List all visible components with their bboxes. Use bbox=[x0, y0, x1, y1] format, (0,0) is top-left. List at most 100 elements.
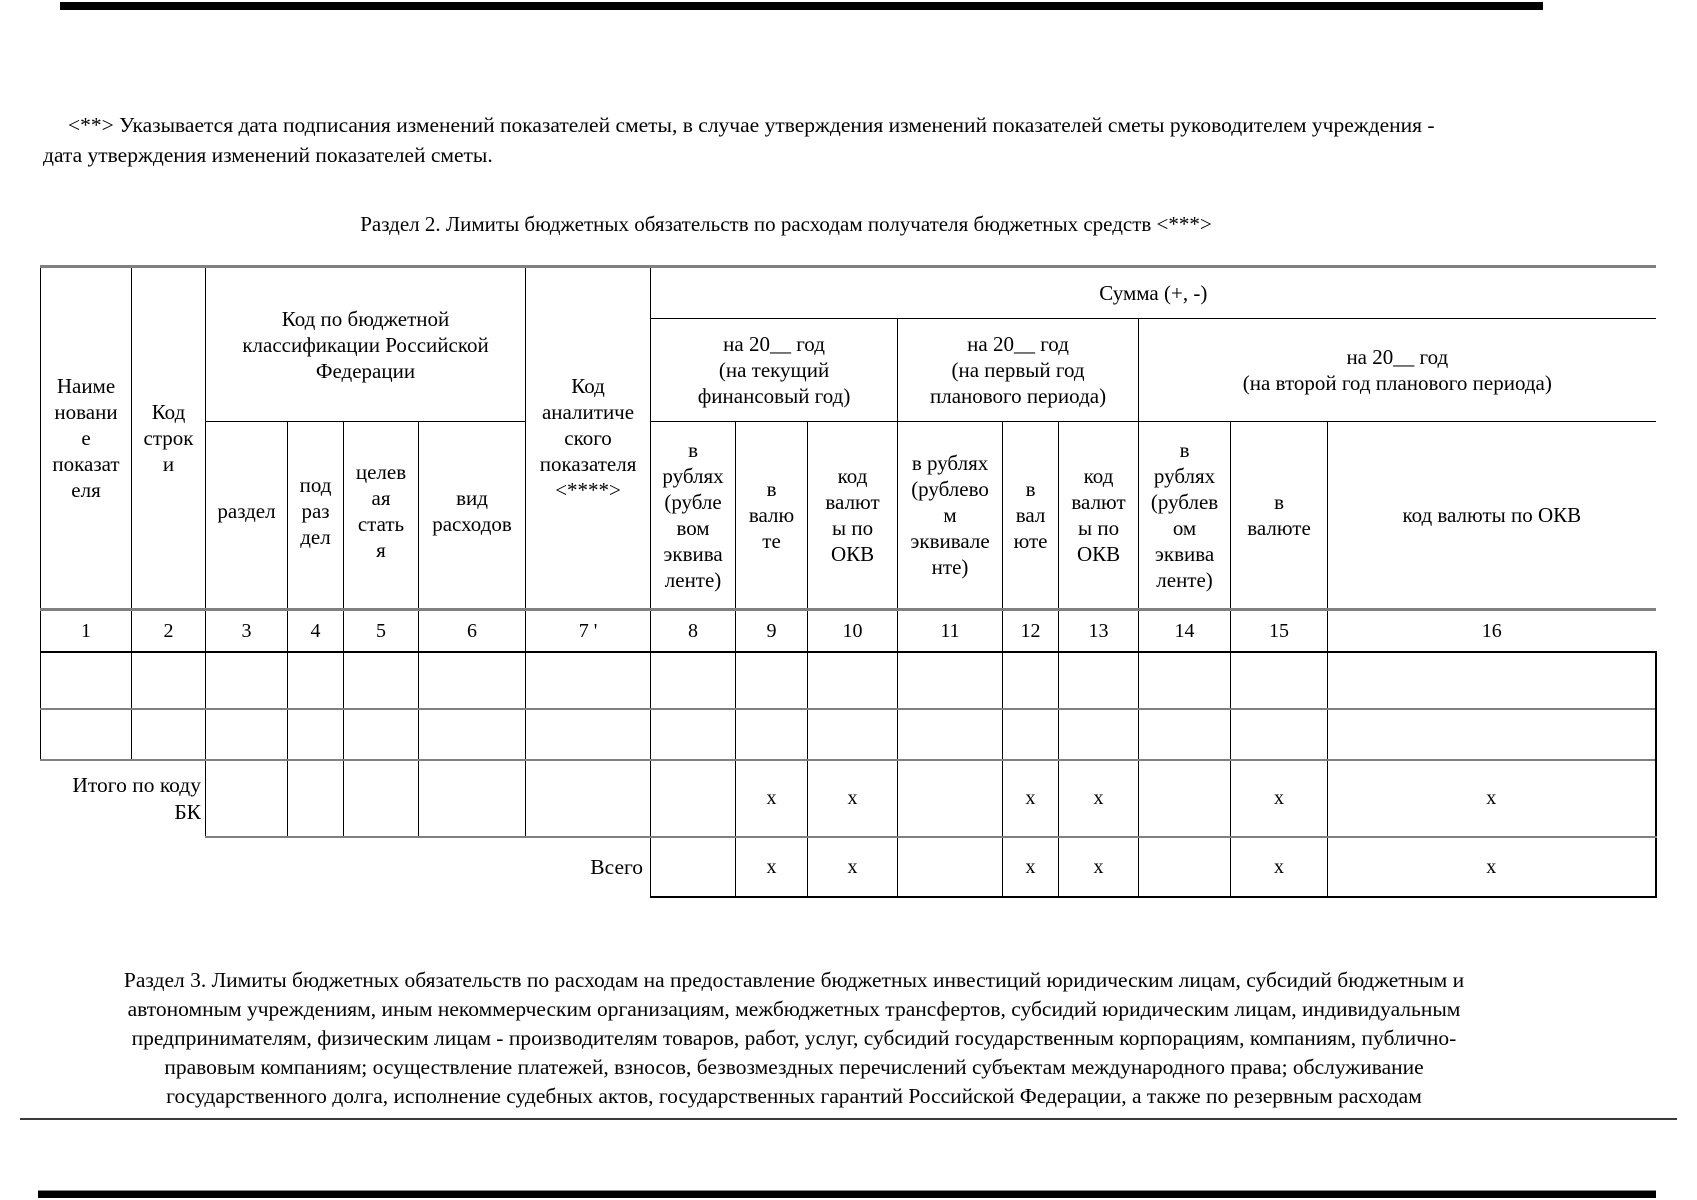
empty-cell bbox=[1138, 650, 1232, 709]
vsego-x-cell: x bbox=[807, 836, 899, 898]
header-rub-equiv-3: в рублях (рублев ом эквива ленте) bbox=[1138, 421, 1232, 610]
itogo-x-cell: x bbox=[735, 758, 809, 838]
empty-cell bbox=[1327, 707, 1657, 760]
itogo-value-cell bbox=[650, 758, 737, 838]
column-number: 4 bbox=[287, 608, 344, 652]
itogo-empty-cell bbox=[205, 758, 288, 838]
vsego-value-cell bbox=[650, 836, 737, 898]
limits-table: Наиме новани е показат еля Код строк и К… bbox=[40, 265, 1657, 898]
header-okv-1: код валют ы по ОКВ bbox=[807, 421, 899, 610]
empty-cell bbox=[287, 650, 344, 709]
column-number: 10 bbox=[807, 608, 899, 652]
empty-cell bbox=[1002, 650, 1060, 709]
empty-cell bbox=[1327, 650, 1657, 709]
bottom-divider bbox=[38, 1190, 1656, 1198]
empty-cell bbox=[1230, 707, 1329, 760]
itogo-empty-cell bbox=[417, 758, 527, 838]
header-year-first: на 20__ год (на первый год планового пер… bbox=[897, 318, 1140, 422]
itogo-label: Итого по коду БК bbox=[40, 758, 206, 837]
footnote-text: <**> Указывается дата подписания изменен… bbox=[43, 113, 1435, 167]
empty-cell bbox=[40, 707, 132, 760]
vsego-x-cell: x bbox=[1002, 836, 1060, 898]
itogo-empty-cell bbox=[525, 758, 652, 838]
column-number: 3 bbox=[205, 608, 288, 652]
empty-cell bbox=[1058, 707, 1140, 760]
section3-paragraph: Раздел 3. Лимиты бюджетных обязательств … bbox=[123, 968, 1465, 1108]
empty-cell bbox=[343, 650, 419, 709]
top-divider bbox=[60, 2, 1543, 10]
itogo-value-cell bbox=[897, 758, 1004, 838]
empty-cell bbox=[131, 650, 206, 709]
column-number: 8 bbox=[650, 608, 737, 652]
column-number: 16 bbox=[1327, 608, 1656, 652]
column-number: 6 bbox=[417, 608, 527, 652]
header-currency-1: в валю те bbox=[735, 421, 809, 610]
header-currency-2: в вал юте bbox=[1002, 421, 1060, 610]
column-number: 1 bbox=[40, 608, 132, 652]
column-number: 14 bbox=[1138, 608, 1232, 652]
empty-cell bbox=[343, 707, 419, 760]
column-number: 9 bbox=[735, 608, 809, 652]
header-year-second: на 20__ год (на второй год планового пер… bbox=[1138, 318, 1656, 422]
bottom-thin-divider bbox=[20, 1118, 1677, 1120]
header-name: Наиме новани е показат еля bbox=[40, 265, 132, 610]
empty-cell bbox=[40, 650, 132, 709]
empty-cell bbox=[417, 650, 527, 709]
vsego-label: Всего bbox=[590, 855, 644, 879]
header-year-current: на 20__ год (на текущий финансовый год) bbox=[650, 318, 899, 422]
vsego-x-cell: x bbox=[1230, 836, 1329, 898]
header-analytic-code: Код аналитиче ского показателя <****> bbox=[525, 265, 652, 610]
empty-cell bbox=[205, 707, 288, 760]
header-sum-group: Сумма (+, -) bbox=[650, 265, 1656, 319]
header-okv-3: код валюты по ОКВ bbox=[1327, 421, 1656, 610]
itogo-value-cell bbox=[1138, 758, 1232, 838]
column-number: 11 bbox=[897, 608, 1004, 652]
empty-cell bbox=[1002, 707, 1060, 760]
column-number: 15 bbox=[1230, 608, 1329, 652]
empty-cell bbox=[525, 707, 652, 760]
empty-cell bbox=[287, 707, 344, 760]
empty-cell bbox=[807, 707, 899, 760]
empty-cell bbox=[1058, 650, 1140, 709]
empty-cell bbox=[897, 650, 1004, 709]
header-bk-group: Код по бюджетной классификации Российско… bbox=[204, 265, 527, 422]
vsego-value-cell bbox=[897, 836, 1004, 898]
column-number: 7 ' bbox=[525, 608, 652, 652]
empty-cell bbox=[735, 707, 809, 760]
empty-cell bbox=[417, 707, 527, 760]
header-podrazdel: под раз дел bbox=[287, 421, 344, 610]
empty-cell bbox=[897, 707, 1004, 760]
vsego-x-cell: x bbox=[735, 836, 809, 898]
header-rub-equiv-1: в рублях (рубле вом эквива ленте) bbox=[650, 421, 737, 610]
empty-cell bbox=[131, 707, 206, 760]
column-number: 5 bbox=[343, 608, 419, 652]
vsego-x-cell: x bbox=[1058, 836, 1140, 898]
header-currency-3: в валюте bbox=[1230, 421, 1329, 610]
empty-cell bbox=[205, 650, 288, 709]
column-number: 13 bbox=[1058, 608, 1140, 652]
itogo-x-cell: x bbox=[1230, 758, 1329, 838]
empty-cell bbox=[807, 650, 899, 709]
itogo-x-cell: x bbox=[807, 758, 899, 838]
header-okv-2: код валют ы по ОКВ bbox=[1058, 421, 1140, 610]
itogo-empty-cell bbox=[287, 758, 344, 838]
header-line-code: Код строк и bbox=[131, 265, 206, 610]
header-tselevaya-statya: целев ая стать я bbox=[343, 421, 419, 610]
itogo-empty-cell bbox=[343, 758, 419, 838]
vsego-value-cell bbox=[1138, 836, 1232, 898]
header-razdel: раздел bbox=[205, 421, 288, 610]
empty-cell bbox=[650, 707, 737, 760]
empty-cell bbox=[1230, 650, 1329, 709]
itogo-x-cell: x bbox=[1002, 758, 1060, 838]
section2-title: Раздел 2. Лимиты бюджетных обязательств … bbox=[360, 212, 1212, 236]
empty-cell bbox=[735, 650, 809, 709]
vsego-x-cell: x bbox=[1327, 836, 1657, 898]
empty-cell bbox=[650, 650, 737, 709]
header-rub-equiv-2: в рублях (рублево м эквивале нте) bbox=[897, 421, 1004, 610]
itogo-x-cell: x bbox=[1327, 758, 1657, 838]
empty-cell bbox=[525, 650, 652, 709]
column-number: 12 bbox=[1002, 608, 1060, 652]
column-number: 2 bbox=[131, 608, 206, 652]
empty-cell bbox=[1138, 707, 1232, 760]
